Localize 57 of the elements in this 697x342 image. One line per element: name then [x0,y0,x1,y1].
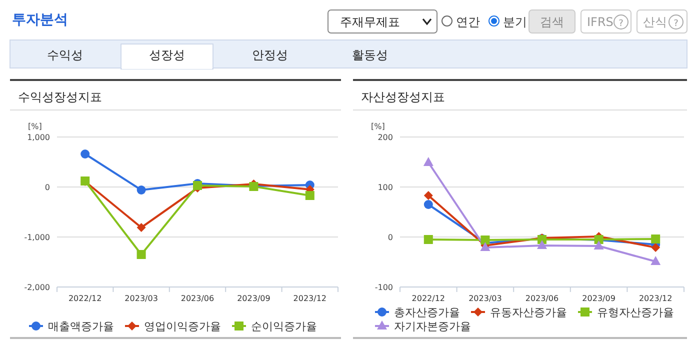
point [537,240,547,249]
point [80,150,90,158]
text: ? [674,19,679,29]
text: 산식 [643,15,667,29]
text: 성장성 [149,48,185,62]
x-tick-label: 2023/09 [237,294,270,303]
point [136,223,146,232]
y-tick-label: 0 [388,233,393,242]
y-tick-label: 0 [44,183,50,192]
y-tick-label: -100 [374,283,393,292]
legend-label: 총자산증가율 [394,306,460,319]
point [424,191,433,200]
text: 주재무제표 [340,15,400,29]
legend-label: 순이익증가율 [251,320,317,333]
legend-label: 유형자산증가율 [597,306,674,319]
text: IFRS [587,15,614,29]
y-tick-label: 100 [378,183,393,192]
point [651,234,660,244]
y-tick-label: 1,000 [27,133,50,142]
text: 연간 [456,15,480,29]
point [136,250,146,259]
text: 검색 [540,15,564,29]
legend-label: 매출액증가율 [48,320,114,333]
text: 활동성 [352,48,388,62]
point [423,157,434,166]
y-tick-label: -2,000 [24,283,50,292]
text: 분기 [503,15,527,29]
legend-label: 유동자산증가율 [490,306,567,319]
x-tick-label: 2023/09 [582,294,616,303]
legend-label: 자기자본증가율 [394,320,471,333]
x-tick-label: 2022/12 [68,294,102,303]
point [480,236,490,244]
y-axis-title: [%] [371,122,385,131]
legend-label: 영업이익증가율 [144,320,221,333]
point [650,256,661,265]
text: 안정성 [252,48,288,62]
y-axis-title: [%] [28,122,42,131]
chart-title: 자산성장성지표 [361,90,445,104]
point [305,191,314,200]
text: 투자분석 [12,12,68,28]
x-tick-label: 2022/12 [412,294,446,303]
chart-title: 수익성장성지표 [18,90,102,104]
point [651,243,660,252]
text: 수익성 [47,48,83,62]
x-tick-label: 2023/03 [124,294,158,303]
point [424,235,433,244]
x-tick-label: 2023/06 [525,294,559,303]
x-tick-label: 2023/03 [468,294,502,303]
x-tick-label: 2023/12 [638,294,672,303]
text: ? [618,19,624,29]
y-tick-label: -1,000 [24,233,50,242]
point [136,186,146,194]
y-tick-label: 200 [378,133,393,142]
x-tick-label: 2023/12 [293,294,327,303]
point [594,240,604,250]
x-tick-label: 2023/06 [180,294,214,303]
point [424,200,433,209]
